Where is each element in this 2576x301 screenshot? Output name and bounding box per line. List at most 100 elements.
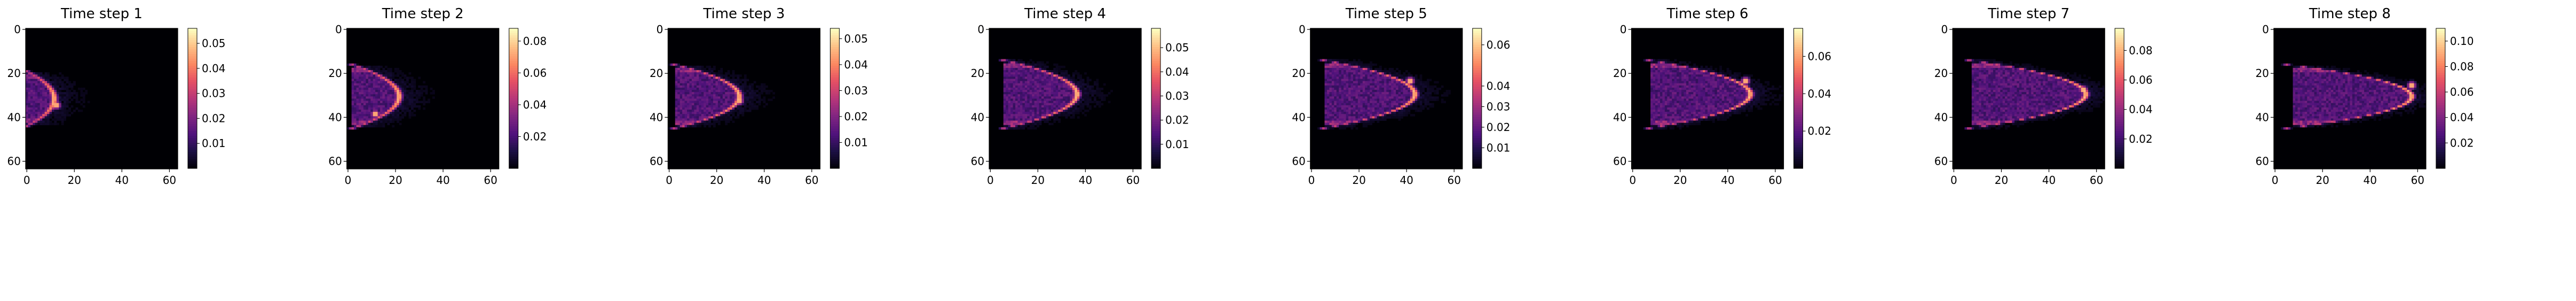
heatmap-cell (377, 79, 381, 81)
heatmap-cell (1084, 72, 1087, 75)
heatmap-cell (1034, 65, 1037, 68)
colorbar-segment (509, 147, 518, 150)
colorbar-segment (830, 96, 840, 99)
heatmap-cell (389, 98, 392, 101)
heatmap-cell (1010, 98, 1013, 101)
heatmap-cell (66, 79, 69, 81)
heatmap-cell (1098, 105, 1101, 108)
colorbar-segment (509, 56, 518, 59)
heatmap-cell (1006, 90, 1009, 92)
heatmap-cell (404, 101, 407, 104)
heatmap-cell (1724, 74, 1727, 77)
heatmap-cell (670, 63, 673, 66)
heatmap-cell (1050, 94, 1054, 97)
heatmap-cell (1662, 85, 1665, 88)
colorbar-segment (188, 44, 197, 48)
heatmap-cell (428, 98, 430, 101)
heatmap-cell (730, 112, 732, 114)
heatmap-cell (401, 81, 404, 84)
heatmap-cell (1101, 103, 1104, 106)
heatmap-cell (68, 81, 71, 84)
heatmap-cell (1398, 96, 1401, 99)
heatmap-cell (33, 94, 36, 97)
heatmap-cell (1353, 112, 1356, 114)
heatmap-cell (1374, 105, 1377, 108)
heatmap-cell (392, 72, 395, 75)
heatmap-cell (1374, 76, 1377, 79)
heatmap-cell (1334, 59, 1337, 61)
heatmap-cell (42, 96, 45, 99)
heatmap-cell (737, 98, 740, 101)
heatmap-cell (377, 65, 381, 68)
heatmap-cell (37, 81, 41, 84)
heatmap-cell (35, 114, 38, 117)
heatmap-cell (1403, 79, 1406, 81)
heatmap-cell (61, 98, 64, 101)
heatmap-cell (1079, 103, 1082, 106)
heatmap-cell (1334, 98, 1337, 101)
heatmap-cell (720, 92, 723, 95)
heatmap-cell (1379, 94, 1382, 97)
heatmap-cell (358, 110, 361, 112)
heatmap-cell (1336, 63, 1339, 66)
heatmap-cell (1068, 85, 1070, 88)
heatmap-cell (1326, 76, 1330, 79)
heatmap-cell (737, 83, 740, 86)
heatmap-cell (1344, 67, 1346, 71)
colorbar-segment (188, 119, 197, 122)
heatmap-cell (1674, 72, 1677, 75)
heatmap-cell (1362, 120, 1365, 124)
heatmap-cell (1357, 72, 1361, 75)
heatmap-cell (1034, 122, 1037, 126)
heatmap-cell (1386, 83, 1389, 86)
heatmap-cell (1748, 74, 1751, 77)
heatmap-cell (1370, 81, 1372, 84)
heatmap-cell (1384, 103, 1387, 106)
heatmap-cell (1336, 103, 1339, 106)
heatmap-cell (1094, 83, 1096, 86)
heatmap-cell (1081, 96, 1085, 99)
heatmap-cell (1331, 94, 1334, 97)
heatmap-cell (33, 122, 36, 126)
heatmap-cell (708, 103, 711, 106)
heatmap-cell (1326, 90, 1330, 92)
heatmap-cell (710, 81, 714, 84)
heatmap-cell (1024, 87, 1028, 90)
heatmap-cell (1408, 85, 1411, 88)
heatmap-cell (1339, 59, 1342, 61)
heatmap-cell (1105, 94, 1109, 97)
heatmap-cell (354, 65, 357, 68)
heatmap-cell (358, 65, 361, 68)
colorbar-segment (509, 54, 518, 57)
heatmap-cell (373, 72, 376, 75)
heatmap-cell (689, 92, 692, 95)
heatmap-cell (1412, 76, 1416, 79)
heatmap-cell (1370, 79, 1372, 81)
heatmap-cell (375, 112, 378, 114)
heatmap-cell (1733, 79, 1736, 81)
heatmap-cell (1072, 94, 1075, 97)
heatmap-cell (1346, 125, 1349, 128)
heatmap-cell (1015, 85, 1018, 88)
heatmap-cell (39, 103, 43, 106)
heatmap-cell (1695, 67, 1698, 71)
heatmap-cell (1419, 107, 1423, 110)
heatmap-cell (1058, 103, 1061, 106)
heatmap-cell (1424, 105, 1427, 108)
heatmap-cell (1362, 79, 1365, 81)
colorbar-segment (188, 157, 197, 160)
heatmap-cell (1717, 76, 1720, 79)
heatmap-cell (44, 110, 48, 112)
heatmap-cell (406, 107, 409, 110)
heatmap-cell (30, 114, 33, 117)
colorbar-segment (1472, 119, 1482, 122)
heatmap-cell (1410, 103, 1413, 106)
heatmap-cell (68, 96, 71, 99)
heatmap-cell (387, 118, 390, 121)
heatmap-cell (1017, 120, 1021, 124)
heatmap-cell (1365, 90, 1368, 92)
heatmap-cell (1110, 90, 1113, 92)
heatmap-cell (1020, 120, 1023, 124)
heatmap-cell (1034, 127, 1037, 130)
heatmap-cell (404, 107, 407, 110)
